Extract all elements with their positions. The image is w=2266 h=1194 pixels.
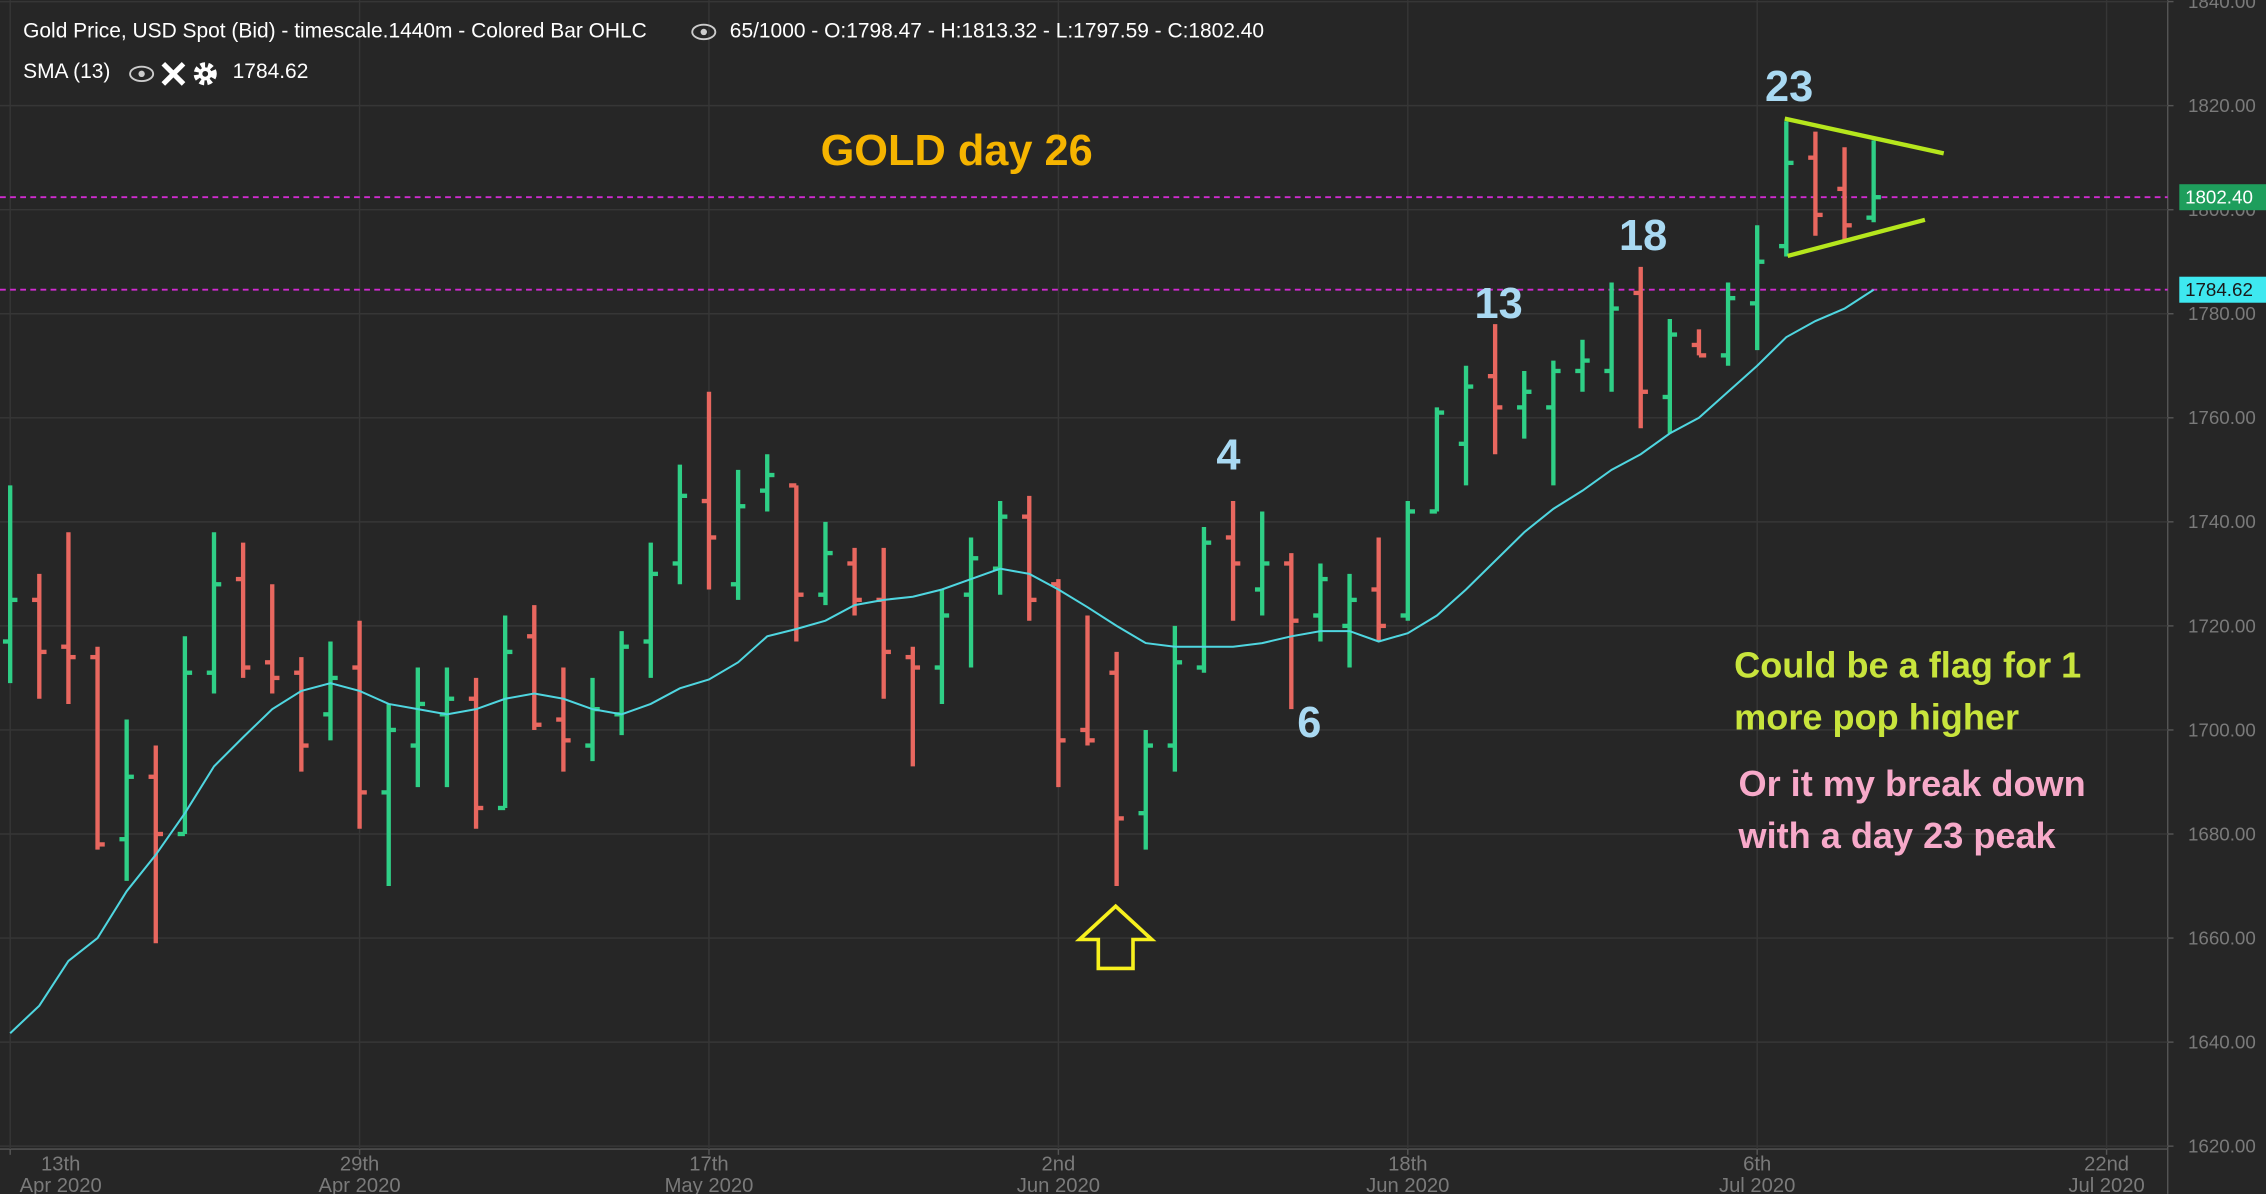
x-tick-label: Jun 2020 — [1017, 1175, 1100, 1194]
x-tick-label: Apr 2020 — [319, 1175, 401, 1194]
up-arrow — [1074, 903, 1157, 971]
y-tick-label: 1720.00 — [2188, 615, 2256, 636]
indicator-value: 1784.62 — [233, 60, 309, 83]
price-label: 1802.40 — [2185, 187, 2253, 208]
x-tick-label: 6th — [1743, 1153, 1771, 1175]
x-tick-label: 2nd — [1042, 1153, 1076, 1175]
price-label: 1784.62 — [2185, 279, 2253, 300]
settings-icon[interactable] — [193, 62, 217, 86]
x-tick-label: 29th — [340, 1153, 379, 1175]
eye-icon — [691, 23, 717, 41]
annotation: 6 — [1297, 699, 1321, 747]
y-tick-label: 1620.00 — [2188, 1136, 2256, 1157]
annotation: with a day 23 peak — [1738, 815, 2057, 856]
y-tick-label: 1840.00 — [2188, 0, 2256, 12]
x-tick-label: 18th — [1388, 1153, 1427, 1175]
x-tick-label: 13th — [41, 1153, 80, 1175]
y-tick-label: 1760.00 — [2188, 407, 2256, 428]
reference-lines — [0, 196, 2168, 291]
marks — [2, 121, 1881, 1034]
y-tick-label: 1700.00 — [2188, 719, 2256, 740]
eye-icon[interactable] — [129, 65, 155, 83]
y-tick-label: 1660.00 — [2188, 927, 2256, 948]
annotation: GOLD day 26 — [821, 127, 1093, 175]
sma-line — [9, 288, 1875, 1034]
annotation: 23 — [1765, 63, 1813, 111]
y-tick-label: 1680.00 — [2188, 823, 2256, 844]
x-tick-label: 22nd — [2084, 1153, 2129, 1175]
price-box — [2179, 184, 2266, 211]
y-tick-label: 1740.00 — [2188, 511, 2256, 532]
annotation: 18 — [1619, 212, 1667, 260]
x-tick-label: Jul 2020 — [2068, 1175, 2144, 1194]
annotation: Or it my break down — [1739, 763, 2086, 804]
chart-title: Gold Price, USD Spot (Bid) - timescale.1… — [23, 19, 647, 42]
x-tick-label: Apr 2020 — [20, 1175, 102, 1194]
annotation: more pop higher — [1734, 696, 2019, 737]
y-tick-label: 1640.00 — [2188, 1032, 2256, 1053]
labels: 1620.00 1640.00 1660.00 1680.00 1700.00 1720.… — [20, 0, 2266, 1194]
remove-icon[interactable] — [161, 61, 186, 86]
annotation: 13 — [1475, 280, 1523, 328]
indicator-name: SMA (13) — [23, 60, 110, 83]
price-box — [2179, 276, 2266, 303]
chart-subtitle: 65/1000 - O:1798.47 - H:1813.32 - L:1797… — [730, 19, 1264, 42]
x-tick-label: Jun 2020 — [1366, 1175, 1449, 1194]
x-tick-label: May 2020 — [665, 1175, 754, 1194]
y-tick-label: 1820.00 — [2188, 95, 2256, 116]
x-tick-label: 17th — [689, 1153, 728, 1175]
flag-line — [1787, 217, 1926, 259]
x-tick-label: Jul 2020 — [1719, 1175, 1795, 1194]
flag-line — [1784, 116, 1945, 156]
annotation: 4 — [1216, 432, 1240, 480]
y-tick-label: 1780.00 — [2188, 303, 2256, 324]
header: Gold Price, USD Spot (Bid) - timescale.1… — [23, 19, 1264, 86]
annotation: Could be a flag for 1 — [1734, 644, 2081, 685]
drawings — [1074, 116, 1945, 971]
